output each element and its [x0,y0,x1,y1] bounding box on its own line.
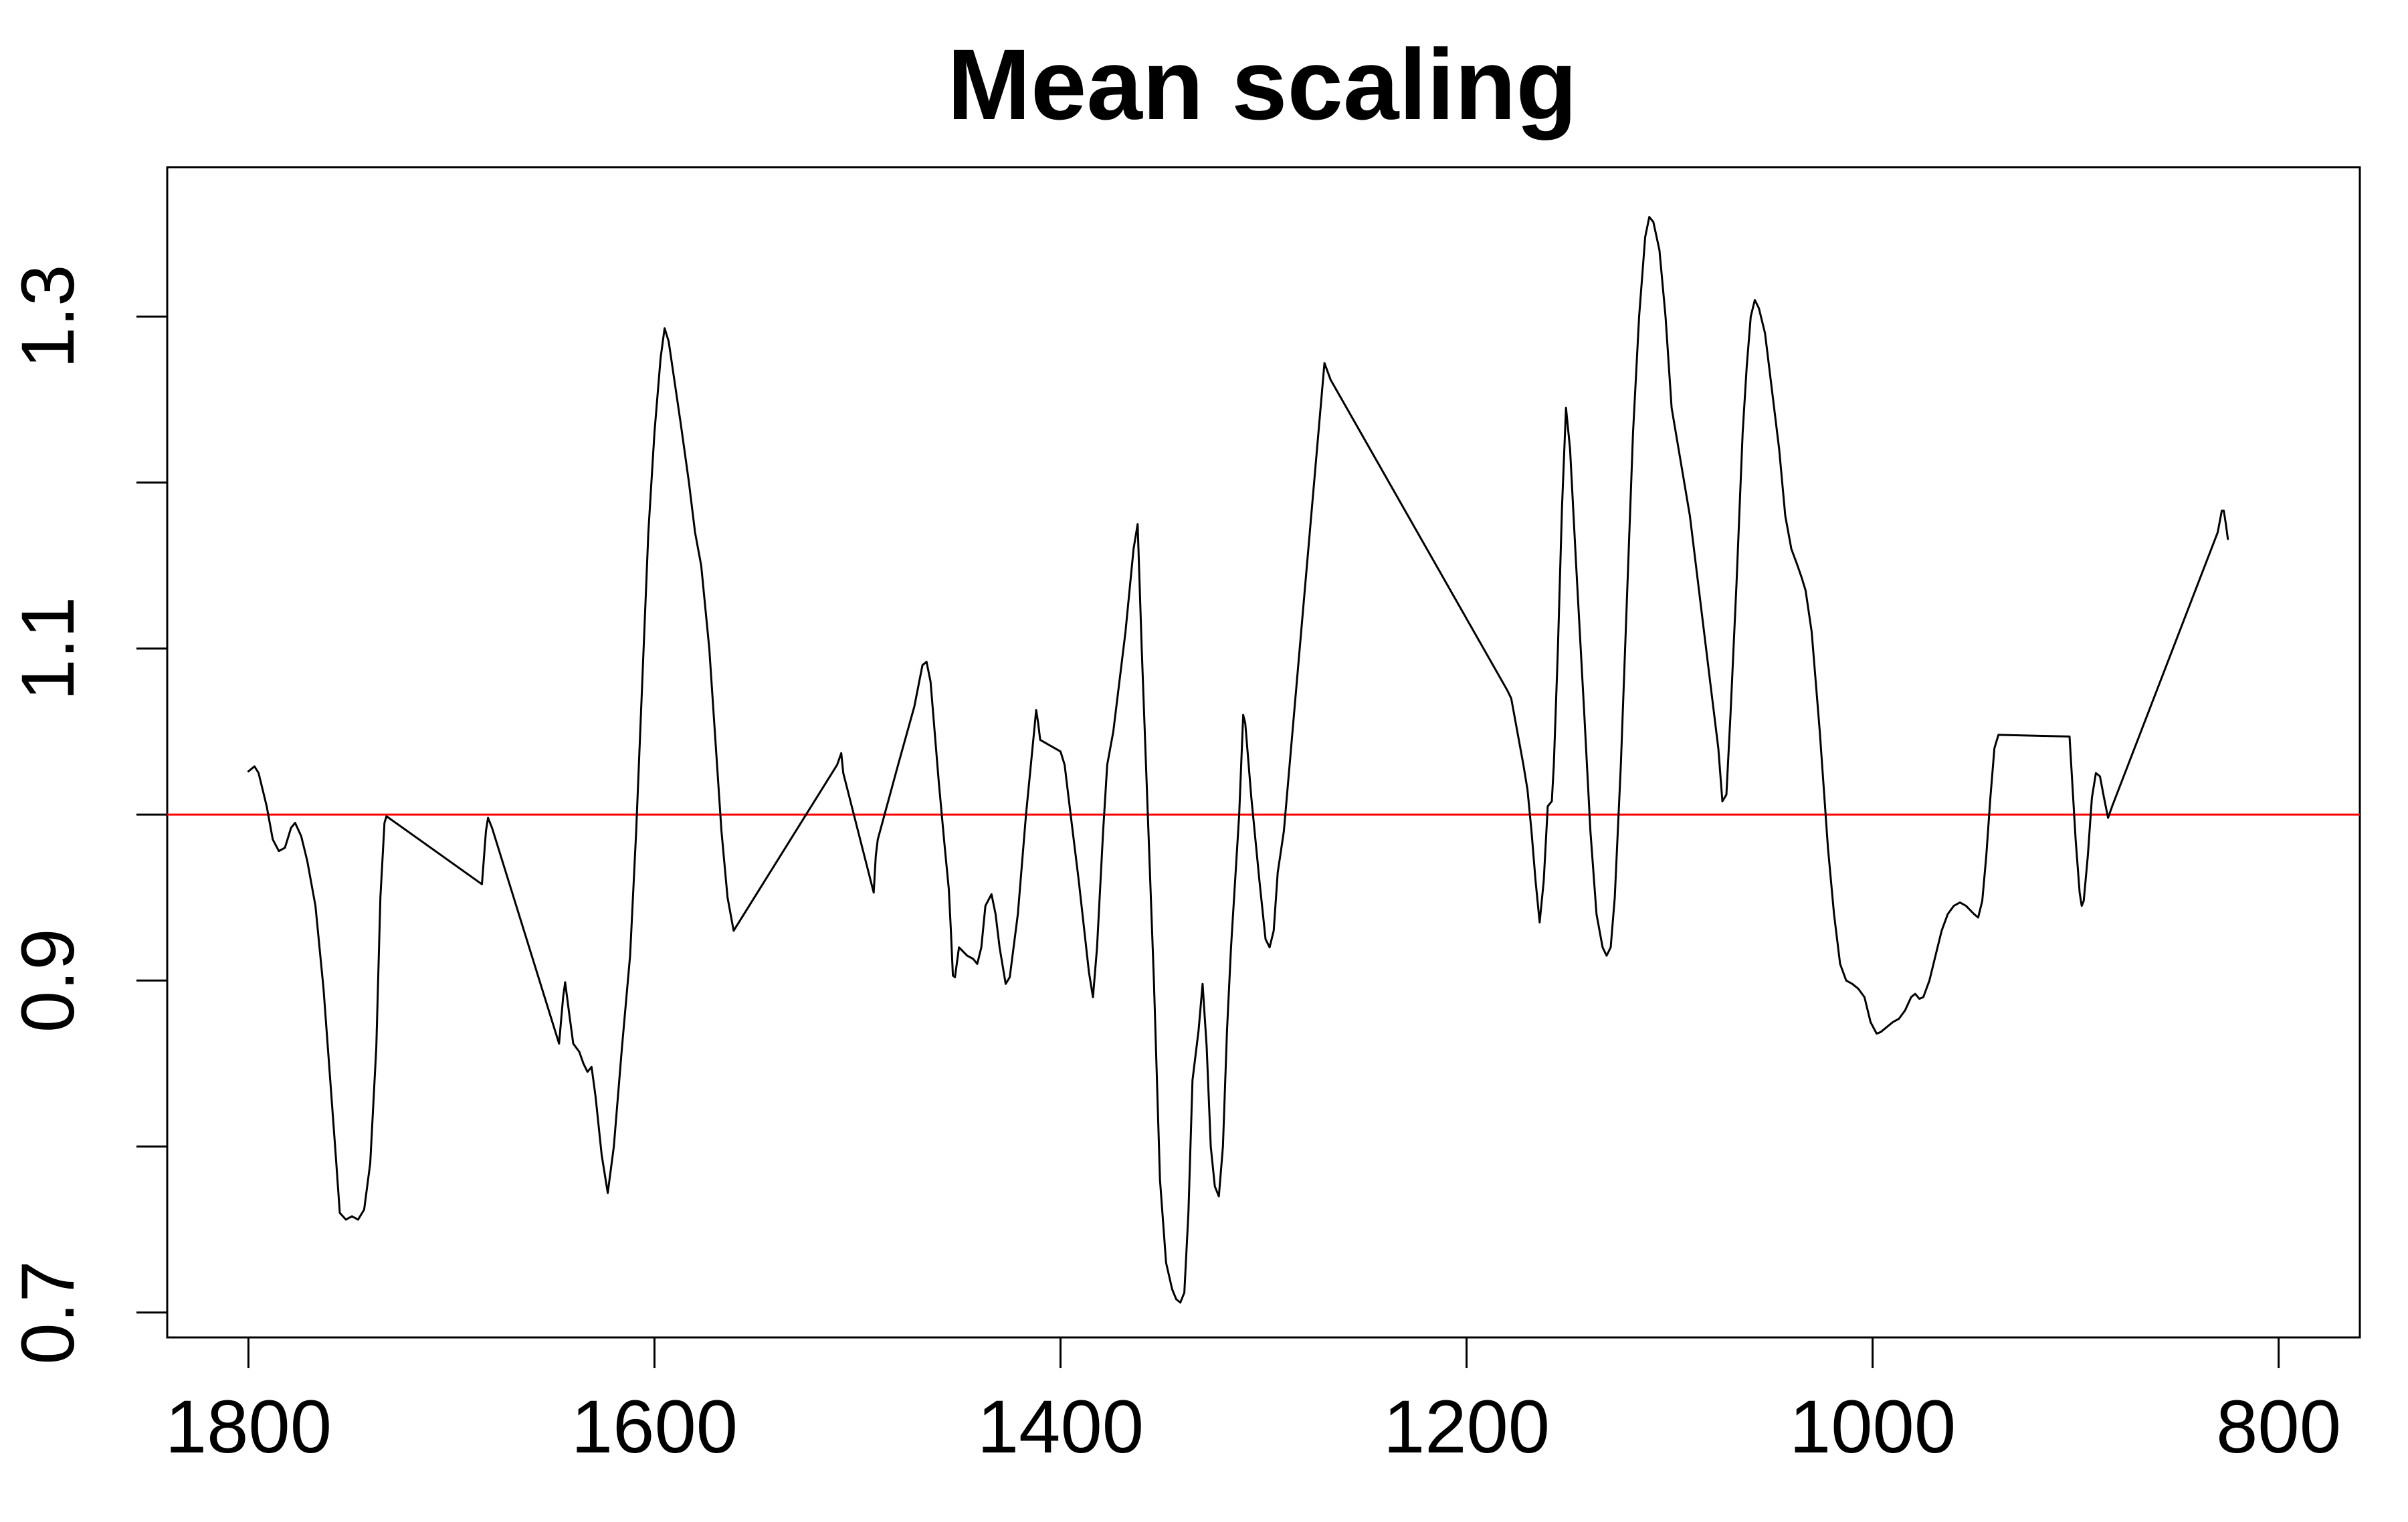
x-axis: 1800 1600 1400 1200 1000 800 [165,1336,2341,1469]
y-tick-label: 1.1 [6,596,90,701]
y-tick-label: 0.7 [6,1261,90,1365]
x-tick-label: 1200 [1383,1385,1550,1469]
x-tick-label: 1800 [165,1385,332,1469]
series-line [247,216,2229,1304]
y-axis: 0.7 0.9 1.1 1.3 [6,265,169,1365]
y-tick-label: 0.9 [6,928,90,1032]
x-tick-label: 1400 [977,1385,1144,1469]
x-tick-label: 1000 [1789,1385,1956,1469]
series-layer [247,216,2229,1304]
y-tick-label: 1.3 [6,265,90,369]
x-tick-label: 800 [2216,1385,2341,1469]
x-tick-label: 1600 [571,1385,738,1469]
chart-title: Mean scaling [947,28,1577,140]
plot-frame [166,166,2361,1339]
